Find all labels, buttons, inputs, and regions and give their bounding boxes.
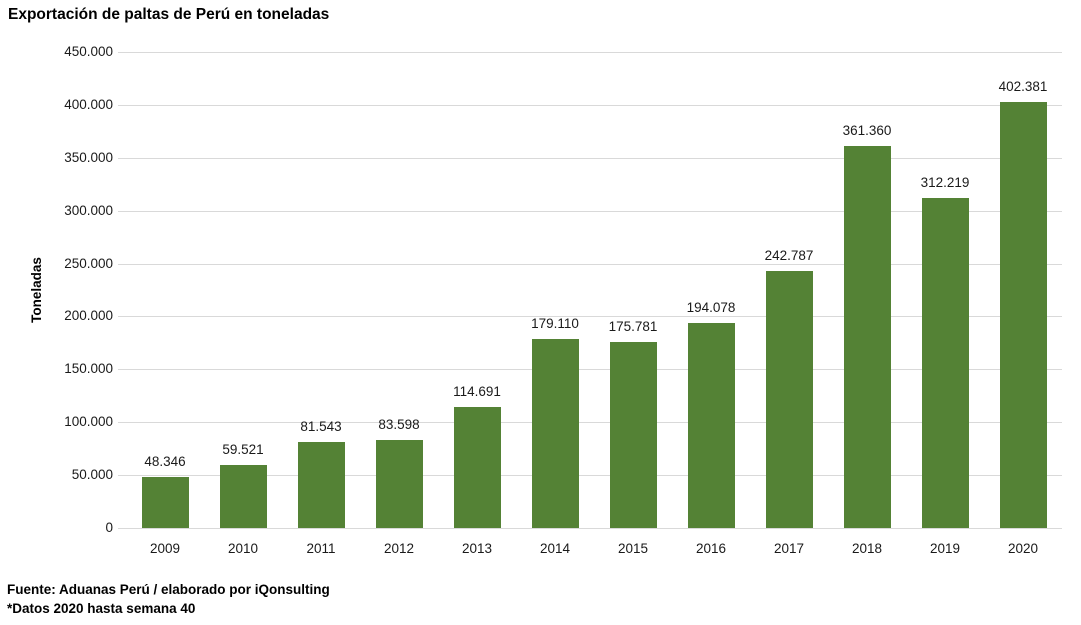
x-tick-label: 2012 bbox=[383, 541, 415, 556]
bar bbox=[999, 102, 1047, 528]
y-tick-label: 100.000 bbox=[64, 414, 113, 430]
bar bbox=[531, 338, 579, 528]
y-axis-title: Toneladas bbox=[29, 257, 44, 323]
chart-title: Exportación de paltas de Perú en tonelad… bbox=[8, 6, 330, 23]
x-tick-label: 2019 bbox=[929, 541, 961, 556]
bar bbox=[687, 322, 735, 528]
bar bbox=[375, 439, 423, 528]
x-tick-label: 2015 bbox=[617, 541, 649, 556]
bar-value-label: 59.521 bbox=[222, 442, 264, 458]
x-tick-label: 2017 bbox=[773, 541, 805, 556]
bar-value-label: 402.381 bbox=[998, 79, 1048, 95]
bar bbox=[843, 145, 891, 528]
y-tick-label: 250.000 bbox=[64, 255, 113, 271]
y-tick-label: 450.000 bbox=[64, 44, 113, 59]
x-tick-label: 2014 bbox=[539, 541, 571, 556]
gridline bbox=[118, 369, 1062, 371]
bar bbox=[141, 476, 189, 528]
gridline bbox=[118, 210, 1062, 212]
bar-value-label: 194.078 bbox=[686, 299, 736, 315]
gridline bbox=[118, 316, 1062, 318]
bar bbox=[921, 197, 969, 528]
bar bbox=[609, 342, 657, 528]
y-tick-label: 150.000 bbox=[64, 361, 113, 377]
x-tick-label: 2020 bbox=[1007, 541, 1039, 556]
bar bbox=[297, 441, 345, 528]
gridline bbox=[118, 475, 1062, 477]
chart-footer: Fuente: Aduanas Perú / elaborado por iQo… bbox=[7, 580, 330, 618]
bar-value-label: 179.110 bbox=[531, 315, 579, 331]
bar-value-label: 81.543 bbox=[300, 418, 342, 434]
bar-value-label: 242.787 bbox=[764, 248, 814, 264]
y-tick-label: 300.000 bbox=[64, 202, 113, 218]
bar-value-label: 48.346 bbox=[144, 453, 186, 469]
y-tick-label: 400.000 bbox=[64, 96, 113, 112]
x-tick-label: 2016 bbox=[695, 541, 727, 556]
x-tick-label: 2009 bbox=[149, 541, 181, 556]
x-tick-label: 2011 bbox=[306, 541, 336, 556]
gridline bbox=[118, 422, 1062, 424]
bar-value-label: 361.360 bbox=[842, 122, 892, 138]
bar-value-label: 83.598 bbox=[378, 416, 420, 432]
bar bbox=[453, 406, 501, 528]
bar bbox=[219, 465, 267, 528]
y-tick-label: 200.000 bbox=[64, 308, 113, 324]
x-tick-label: 2013 bbox=[461, 541, 493, 556]
y-tick-label: 50.000 bbox=[71, 467, 113, 483]
gridline bbox=[118, 52, 1062, 53]
x-tick-label: 2018 bbox=[851, 541, 883, 556]
gridline bbox=[118, 528, 1062, 529]
data-note: *Datos 2020 hasta semana 40 bbox=[7, 601, 196, 616]
bar-value-label: 175.781 bbox=[608, 319, 658, 335]
gridline bbox=[118, 263, 1062, 265]
y-tick-label: 0 bbox=[105, 520, 113, 535]
gridline bbox=[118, 157, 1062, 159]
source-note: Fuente: Aduanas Perú / elaborado por iQo… bbox=[7, 582, 330, 597]
plot-area: 48.346 59.521 81.543 83.598 114.691 179.110 17… bbox=[118, 52, 1062, 529]
x-tick-label: 2010 bbox=[227, 541, 259, 556]
bar-value-label: 312.219 bbox=[920, 174, 970, 190]
bar bbox=[765, 271, 813, 528]
bar-value-label: 114.691 bbox=[453, 383, 501, 399]
gridline bbox=[118, 104, 1062, 106]
y-tick-label: 350.000 bbox=[64, 149, 113, 165]
